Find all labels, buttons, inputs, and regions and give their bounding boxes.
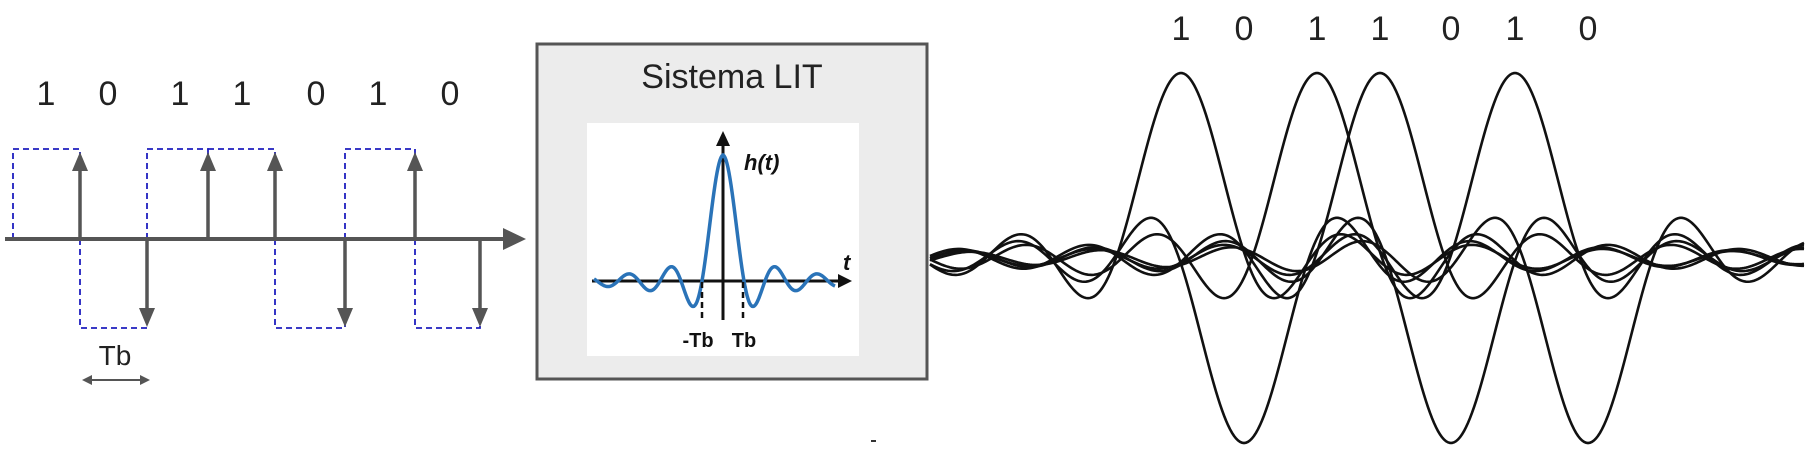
input-impulse-arrowhead: [337, 308, 353, 327]
input-bit-label: 0: [441, 75, 460, 113]
pos-tb-label: Tb: [732, 330, 756, 352]
input-bit-label: 1: [233, 75, 252, 113]
output-pulse-curve: [929, 71, 1805, 300]
output-bit-label: 0: [1579, 10, 1598, 48]
input-nrz-pulse: [207, 148, 276, 239]
lti-system-block: Sistema LIT h(t) t -Tb Tb: [535, 42, 929, 381]
input-bit-labels: 1 0 1 1 0 1 0: [37, 75, 460, 113]
output-bit-labels: 1 0 1 1 0 1 0: [1172, 10, 1598, 48]
output-pulse-curve: [929, 216, 1805, 445]
neg-tb-label: -Tb: [682, 330, 713, 352]
t-axis-arrowhead: [838, 274, 852, 288]
y-axis-arrowhead: [716, 131, 730, 146]
bit-period-dimension: [82, 375, 150, 385]
input-nrz-pulse: [146, 148, 209, 239]
impulse-response-x-label: t: [843, 250, 852, 275]
input-impulses: [72, 152, 488, 327]
input-bit-label: 1: [37, 75, 56, 113]
output-bit-label: 0: [1442, 10, 1461, 48]
impulse-response-plot: h(t) t -Tb Tb: [587, 123, 859, 356]
input-impulse-arrowhead: [200, 152, 216, 171]
input-nrz-pulse: [274, 239, 346, 329]
output-pulse-curve: [929, 216, 1805, 445]
input-bit-label: 0: [99, 75, 118, 113]
input-impulse-arrowhead: [472, 308, 488, 327]
input-nrz-pulse: [414, 239, 481, 329]
input-nrz-pulse: [344, 148, 416, 239]
output-bit-label: 1: [1506, 10, 1525, 48]
output-bit-label: 1: [1371, 10, 1390, 48]
input-impulse-arrowhead: [72, 152, 88, 171]
output-bit-label: 0: [1235, 10, 1254, 48]
input-impulse-arrowhead: [267, 152, 283, 171]
output-baseline-dot: [871, 440, 876, 442]
output-bit-label: 1: [1172, 10, 1191, 48]
output-bit-label: 1: [1308, 10, 1327, 48]
input-bit-label: 0: [307, 75, 326, 113]
input-nrz-pulse: [12, 148, 81, 239]
output-pulse-curve: [929, 71, 1805, 300]
input-impulse-arrowhead: [407, 152, 423, 171]
impulse-response-y-label: h(t): [744, 150, 779, 175]
input-signal: 1 0 1 1 0 1 0 Tb: [5, 75, 526, 385]
output-signal: 1 0 1 1 0 1 0: [871, 10, 1805, 445]
lti-system-title: Sistema LIT: [641, 58, 822, 96]
input-bit-label: 1: [369, 75, 388, 113]
impulse-response-curve: [593, 152, 836, 309]
input-nrz-pulse: [79, 239, 148, 329]
output-pulse-curve: [929, 216, 1805, 445]
bit-period-label: Tb: [99, 340, 132, 371]
input-axis-arrowhead: [503, 228, 526, 250]
input-impulse-arrowhead: [139, 308, 155, 327]
output-pulse-curves: [929, 71, 1805, 445]
input-bit-label: 1: [171, 75, 190, 113]
